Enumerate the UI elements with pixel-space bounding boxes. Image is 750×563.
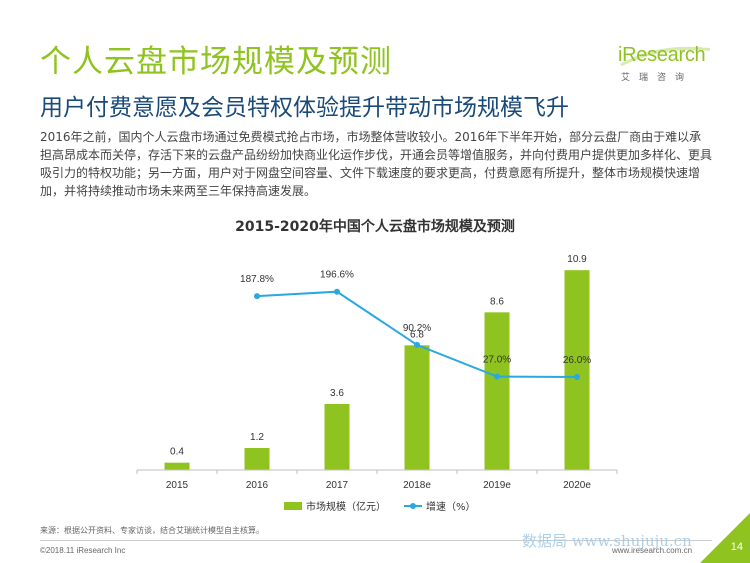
bar-label-2020e: 10.9 [567, 254, 587, 265]
x-tick-label-2019e: 2019e [483, 480, 511, 491]
logo-wordmark: iResearch [618, 44, 706, 66]
growth-label-2020e: 26.0% [563, 355, 591, 366]
bar-2018e [404, 345, 430, 470]
footer-divider [40, 540, 712, 541]
growth-label-2019e: 27.0% [483, 355, 511, 366]
x-tick-label-2017: 2017 [326, 480, 349, 491]
legend-bar-label: 市场规模（亿元） [306, 500, 386, 513]
bar-label-2017: 3.6 [330, 388, 344, 399]
bar-2020e [564, 270, 590, 470]
x-tick-label-2016: 2016 [246, 480, 269, 491]
intro-paragraph: 2016年之前，国内个人云盘市场通过免费模式抢占市场，市场整体营收较小。2016… [40, 130, 713, 198]
bar-2017 [324, 404, 350, 470]
growth-label-2017: 196.6% [320, 270, 354, 281]
bar-label-2016: 1.2 [250, 432, 264, 443]
x-tick-label-2015: 2015 [166, 480, 189, 491]
growth-point-2018e [414, 341, 420, 348]
logo-subtitle: 艾瑞咨询 [621, 73, 694, 83]
source-note: 来源：根据公开资料、专家访谈，结合艾瑞统计模型自主核算。 [40, 526, 264, 535]
growth-label-2016: 187.8% [240, 274, 274, 285]
page-title: 个人云盘市场规模及预测 [40, 44, 392, 80]
bar-2015 [164, 462, 190, 470]
growth-point-2020e [574, 374, 580, 380]
logo-swoosh-icon [620, 46, 710, 66]
bar-label-2018e: 6.8 [410, 329, 424, 340]
copyright-text: ©2018.11 iResearch Inc [40, 546, 126, 555]
legend-bar-swatch [284, 502, 302, 510]
iresearch-logo: iResearch 艾瑞咨询 [618, 44, 713, 86]
page-number: 14 [730, 541, 743, 553]
page-subtitle: 用户付费意愿及会员特权体验提升带动市场规模飞升 [40, 95, 569, 121]
chart-title: 2015-2020年中国个人云盘市场规模及预测 [235, 219, 515, 235]
website-link[interactable]: www.iresearch.com.cn [612, 546, 693, 555]
legend-line-marker [410, 503, 416, 509]
bar-2019e [484, 312, 510, 470]
bar-label-2015: 0.4 [170, 447, 184, 458]
page-corner-decoration [700, 513, 750, 563]
bar-label-2019e: 8.6 [490, 296, 504, 307]
x-tick-label-2018e: 2018e [403, 480, 431, 491]
bar-2016 [244, 448, 270, 470]
growth-point-2016 [254, 293, 260, 300]
watermark-text: 数据局 www.shujuju.cn [522, 532, 692, 550]
growth-label-2018e: 90.2% [403, 323, 431, 334]
x-tick-label-2020e: 2020e [563, 480, 591, 491]
legend-line-label: 增速（%） [426, 500, 476, 513]
growth-point-2019e [494, 373, 500, 380]
growth-point-2017 [334, 288, 340, 295]
